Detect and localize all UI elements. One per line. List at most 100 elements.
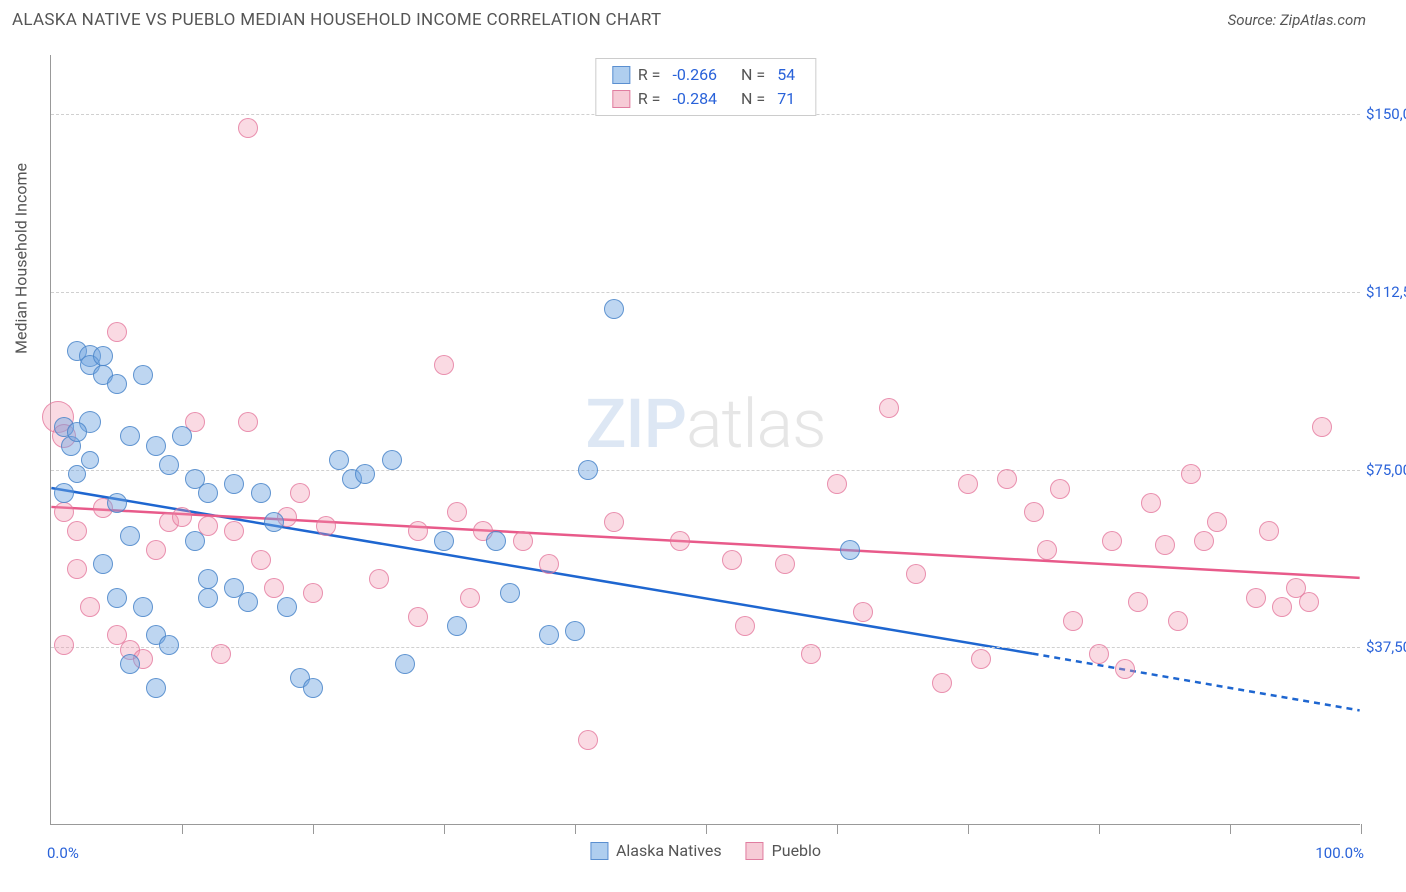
data-point-pink xyxy=(460,588,480,608)
bottom-legend: Alaska Natives Pueblo xyxy=(590,841,821,860)
legend-item-blue: Alaska Natives xyxy=(590,841,722,860)
data-point-pink xyxy=(670,531,690,551)
data-point-pink xyxy=(539,554,559,574)
data-point-pink xyxy=(578,730,598,750)
data-point-pink xyxy=(827,474,847,494)
data-point-blue xyxy=(303,678,323,698)
trend-lines-layer xyxy=(51,55,1360,824)
data-point-pink xyxy=(54,502,74,522)
data-point-pink xyxy=(1168,611,1188,631)
data-point-pink xyxy=(1089,644,1109,664)
x-tick xyxy=(313,824,314,834)
grid-line xyxy=(51,292,1360,293)
chart-title: ALASKA NATIVE VS PUEBLO MEDIAN HOUSEHOLD… xyxy=(12,10,661,30)
data-point-blue xyxy=(120,654,140,674)
x-tick xyxy=(575,824,576,834)
data-point-pink xyxy=(1299,592,1319,612)
data-point-blue xyxy=(539,625,559,645)
data-point-pink xyxy=(1259,521,1279,541)
data-point-blue xyxy=(107,374,127,394)
data-point-pink xyxy=(107,322,127,342)
data-point-blue xyxy=(395,654,415,674)
data-point-pink xyxy=(879,398,899,418)
data-point-blue xyxy=(500,583,520,603)
grid-line xyxy=(51,470,1360,471)
data-point-pink xyxy=(67,521,87,541)
data-point-blue xyxy=(604,299,624,319)
data-point-pink xyxy=(80,597,100,617)
data-point-pink xyxy=(251,550,271,570)
data-point-blue xyxy=(198,483,218,503)
data-point-pink xyxy=(958,474,978,494)
data-point-blue xyxy=(486,531,506,551)
data-point-blue xyxy=(578,460,598,480)
data-point-blue xyxy=(238,592,258,612)
data-point-blue xyxy=(68,465,86,483)
data-point-blue xyxy=(67,422,87,442)
data-point-pink xyxy=(303,583,323,603)
data-point-pink xyxy=(722,550,742,570)
data-point-blue xyxy=(355,464,375,484)
data-point-pink xyxy=(67,559,87,579)
data-point-pink xyxy=(408,521,428,541)
data-point-pink xyxy=(211,644,231,664)
data-point-pink xyxy=(1050,479,1070,499)
data-point-pink xyxy=(1063,611,1083,631)
data-point-blue xyxy=(133,597,153,617)
data-point-pink xyxy=(1102,531,1122,551)
data-point-blue xyxy=(107,493,127,513)
data-point-pink xyxy=(971,649,991,669)
data-point-blue xyxy=(382,450,402,470)
data-point-pink xyxy=(408,607,428,627)
data-point-pink xyxy=(1246,588,1266,608)
data-point-pink xyxy=(906,564,926,584)
data-point-blue xyxy=(185,531,205,551)
data-point-pink xyxy=(801,644,821,664)
data-point-pink xyxy=(172,507,192,527)
data-point-pink xyxy=(1037,540,1057,560)
data-point-pink xyxy=(238,412,258,432)
data-point-blue xyxy=(840,540,860,560)
swatch-blue-icon xyxy=(612,66,630,84)
data-point-pink xyxy=(1115,659,1135,679)
data-point-blue xyxy=(133,365,153,385)
header: ALASKA NATIVE VS PUEBLO MEDIAN HOUSEHOLD… xyxy=(0,0,1406,36)
stats-row-pink: R = -0.284 N = 71 xyxy=(612,87,799,111)
data-point-blue xyxy=(54,483,74,503)
data-point-pink xyxy=(853,602,873,622)
data-point-pink xyxy=(369,569,389,589)
data-point-blue xyxy=(120,526,140,546)
x-tick xyxy=(1099,824,1100,834)
data-point-pink xyxy=(1194,531,1214,551)
data-point-blue xyxy=(159,635,179,655)
data-point-pink xyxy=(1207,512,1227,532)
data-point-pink xyxy=(1181,464,1201,484)
data-point-pink xyxy=(1272,597,1292,617)
swatch-pink-icon xyxy=(612,90,630,108)
data-point-blue xyxy=(146,678,166,698)
data-point-blue xyxy=(565,621,585,641)
source-attribution: Source: ZipAtlas.com xyxy=(1228,11,1366,29)
data-point-blue xyxy=(146,436,166,456)
data-point-pink xyxy=(54,635,74,655)
legend-item-pink: Pueblo xyxy=(746,841,821,860)
data-point-pink xyxy=(290,483,310,503)
y-tick-label: $37,500 xyxy=(1366,638,1406,656)
data-point-pink xyxy=(997,469,1017,489)
swatch-pink-icon xyxy=(746,842,764,860)
x-tick xyxy=(968,824,969,834)
y-tick-label: $75,000 xyxy=(1366,461,1406,479)
data-point-pink xyxy=(1128,592,1148,612)
data-point-pink xyxy=(775,554,795,574)
x-tick-label-max: 100.0% xyxy=(1315,844,1364,862)
data-point-blue xyxy=(251,483,271,503)
x-tick xyxy=(1361,824,1362,834)
data-point-pink xyxy=(1024,502,1044,522)
data-point-blue xyxy=(159,455,179,475)
data-point-pink xyxy=(932,673,952,693)
data-point-blue xyxy=(81,451,99,469)
data-point-pink xyxy=(1312,417,1332,437)
x-tick xyxy=(837,824,838,834)
data-point-pink xyxy=(1141,493,1161,513)
data-point-pink xyxy=(146,540,166,560)
